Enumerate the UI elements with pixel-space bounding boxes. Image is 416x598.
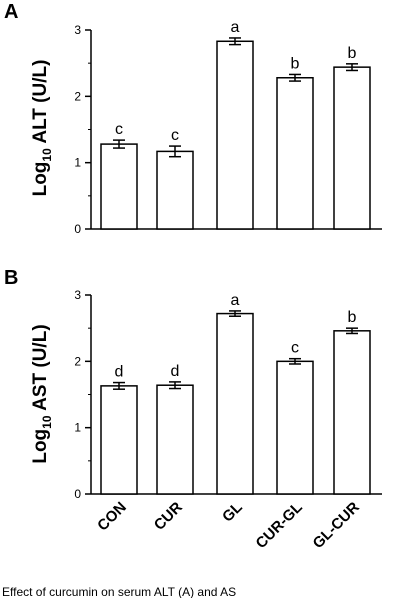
panel-a-label: A <box>4 1 18 23</box>
significance-letter: b <box>348 45 357 62</box>
significance-letter: c <box>291 340 299 357</box>
x-category-labels: CON CUR GL CUR-GL GL-CUR <box>94 499 363 552</box>
y-tick-label: 3 <box>74 23 81 37</box>
y-tick-label: 2 <box>74 89 81 103</box>
bar-cur <box>156 384 194 495</box>
significance-letter: d <box>115 364 124 381</box>
x-category-label: GL <box>219 499 246 526</box>
bar-gl <box>216 40 254 230</box>
panel-b-plot: 0 1 2 3 d d a c b <box>74 288 382 501</box>
panel-a-plot: 0 1 2 3 c c a b b <box>74 19 382 236</box>
y-tick-label: 3 <box>74 288 81 302</box>
significance-letter: c <box>115 121 123 138</box>
bar-cur-gl <box>276 77 314 230</box>
y-tick-label: 0 <box>74 222 81 236</box>
x-category-label: CUR <box>151 499 186 534</box>
bar-gl <box>216 312 254 495</box>
significance-letter: d <box>171 363 180 380</box>
x-category-label: CON <box>94 499 130 535</box>
panel-b-ylabel: Log10 AST (U/L) <box>30 324 54 463</box>
significance-letter: a <box>231 292 240 309</box>
bar-cur-gl <box>276 360 314 495</box>
panel-a-ylabel: Log10 ALT (U/L) <box>30 60 54 197</box>
y-tick-label: 2 <box>74 354 81 368</box>
x-category-label: CUR-GL <box>253 499 306 552</box>
x-category-label: GL-CUR <box>310 499 363 552</box>
significance-letter: b <box>348 309 357 326</box>
significance-letter: b <box>291 55 300 72</box>
bar-cur <box>156 150 194 230</box>
bar-con <box>100 385 138 495</box>
y-tick-label: 1 <box>74 156 81 170</box>
bar-gl-cur <box>333 330 371 495</box>
caption-text: Effect of curcumin on serum ALT (A) and … <box>2 585 236 598</box>
significance-letter: a <box>231 19 240 36</box>
panel-b-label: B <box>4 267 18 289</box>
y-tick-label: 0 <box>74 487 81 501</box>
significance-letter: c <box>171 127 179 144</box>
y-tick-label: 1 <box>74 421 81 435</box>
bar-con <box>100 143 138 230</box>
bar-gl-cur <box>333 66 371 230</box>
